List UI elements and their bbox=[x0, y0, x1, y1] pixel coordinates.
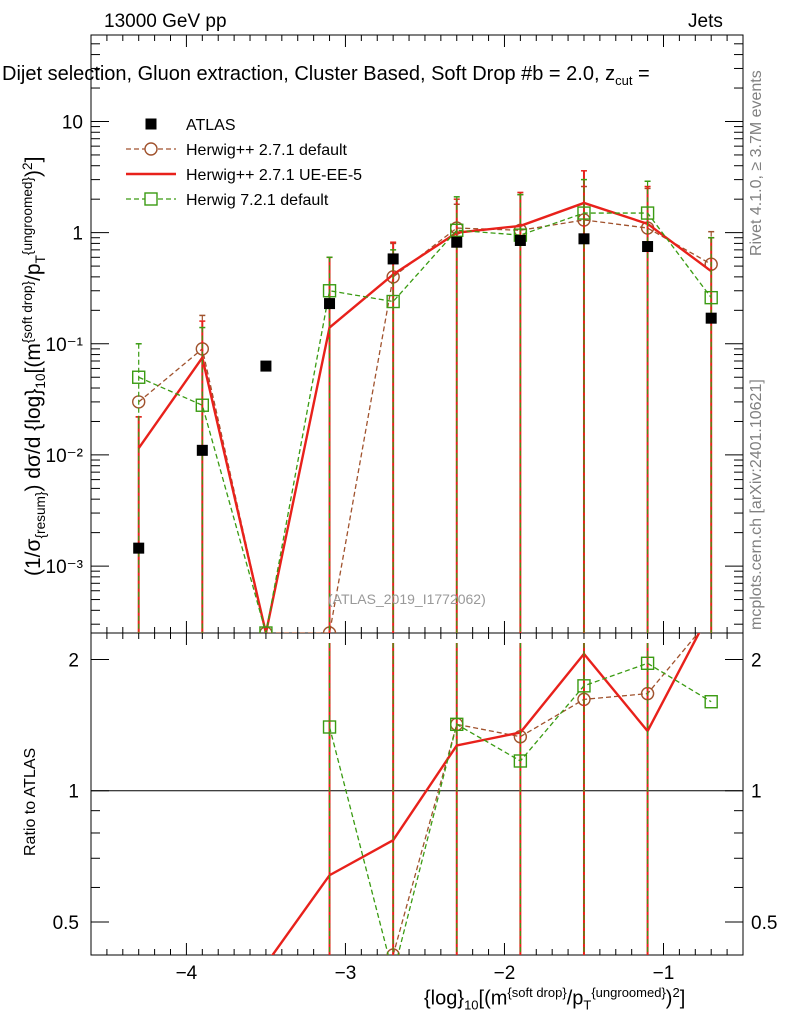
atlas-data-point bbox=[642, 241, 654, 253]
atlas-data-point bbox=[260, 360, 272, 372]
ratio-plot-area bbox=[271, 633, 718, 980]
main-plot-area bbox=[132, 170, 718, 633]
atlas-data-point bbox=[578, 233, 590, 245]
legend: ATLAS Herwig++ 2.7.1 default Herwig++ 2.7.… bbox=[126, 117, 362, 209]
series-2-line bbox=[137, 201, 712, 633]
atlas-data-point bbox=[451, 236, 463, 248]
ratio-series-3-square-marker bbox=[640, 656, 655, 670]
ratio-series-3-square-marker bbox=[577, 679, 591, 693]
category-label: Jets bbox=[688, 11, 723, 32]
main-y-tick-label: 10 bbox=[62, 112, 83, 133]
ratio-series-2-line bbox=[271, 633, 701, 955]
ratio-y-tick-label-right: 1 bbox=[751, 782, 762, 803]
x-tick-label: −2 bbox=[494, 963, 516, 984]
series-3-square-marker bbox=[259, 626, 273, 633]
ratio-y-tick-label-left: 0.5 bbox=[53, 913, 79, 934]
plot-title-tail: = bbox=[632, 63, 650, 85]
atlas-data-point bbox=[387, 253, 399, 265]
ratio-y-tick-label-left: 1 bbox=[68, 782, 79, 803]
ratio-y-tick-label-right: 2 bbox=[751, 650, 762, 671]
series-3-square-marker bbox=[704, 290, 718, 305]
legend-label: Herwig++ 2.7.1 default bbox=[186, 142, 348, 159]
series-3-square-marker bbox=[132, 370, 146, 384]
series-3-square-marker bbox=[640, 206, 655, 220]
x-axis-label: {log}10[(m{soft drop}/pT{ungroomed})2] bbox=[424, 985, 686, 1013]
main-y-axis-label: (1/σ{resum}) dσ/d {log}10[(m{soft drop}/… bbox=[20, 156, 49, 577]
atlas-data-point bbox=[324, 298, 336, 310]
x-tick-label: −4 bbox=[176, 963, 198, 984]
main-y-tick-label: 10⁻³ bbox=[46, 557, 84, 578]
legend-atlas-marker bbox=[145, 118, 157, 130]
x-tick-label: −1 bbox=[653, 963, 675, 984]
series-3-square-marker bbox=[322, 284, 337, 298]
atlas-data-point bbox=[514, 234, 526, 246]
legend-label: ATLAS bbox=[186, 117, 236, 134]
ratio-panel-frame bbox=[90, 632, 744, 956]
ratio-series-1-line bbox=[392, 633, 699, 955]
legend-square-marker bbox=[144, 192, 158, 206]
analysis-id-label: (ATLAS_2019_I1772062) bbox=[328, 591, 486, 607]
ratio-series-3-square-marker bbox=[322, 720, 337, 734]
series-3-square-marker bbox=[386, 294, 400, 309]
series-3-line bbox=[138, 212, 712, 633]
series-3-square-marker bbox=[577, 206, 591, 220]
legend-label: Herwig++ 2.7.1 UE-EE-5 bbox=[186, 167, 362, 184]
ratio-series-3-line bbox=[328, 662, 712, 955]
energy-label: 13000 GeV pp bbox=[104, 11, 227, 32]
legend-circle-marker bbox=[144, 142, 158, 156]
rivet-version-label: Rivet 4.1.0, ≥ 3.7M events bbox=[748, 70, 765, 256]
legend-label: Herwig 7.2.1 default bbox=[186, 192, 329, 209]
plot-title: Dijet selection, Gluon extraction, Clust… bbox=[2, 63, 650, 88]
main-y-tick-label: 1 bbox=[72, 224, 83, 245]
atlas-data-point bbox=[133, 542, 145, 554]
atlas-data-point bbox=[705, 312, 717, 324]
ratio-series-3-square-marker bbox=[387, 968, 399, 980]
series-3-square-marker bbox=[195, 398, 210, 412]
ratio-series-3-square-marker bbox=[513, 754, 528, 768]
series-1-line bbox=[138, 219, 712, 633]
plot-title-cut: cut bbox=[615, 73, 633, 88]
ratio-y-axis-label: Ratio to ATLAS bbox=[22, 747, 39, 856]
ratio-series-3-square-marker bbox=[704, 695, 718, 709]
main-y-tick-label: 10⁻² bbox=[46, 446, 84, 467]
atlas-data-point bbox=[196, 444, 208, 456]
ratio-y-tick-label-right: 0.5 bbox=[751, 913, 777, 934]
mcplots-label: mcplots.cern.ch [arXiv:2401.10621] bbox=[748, 379, 765, 630]
ratio-y-tick-label-left: 2 bbox=[68, 650, 79, 671]
ratio-series-3-square-marker bbox=[450, 717, 464, 732]
x-tick-label: −3 bbox=[335, 963, 357, 984]
main-y-tick-label: 10⁻¹ bbox=[46, 335, 84, 356]
series-3-square-marker bbox=[450, 223, 464, 237]
